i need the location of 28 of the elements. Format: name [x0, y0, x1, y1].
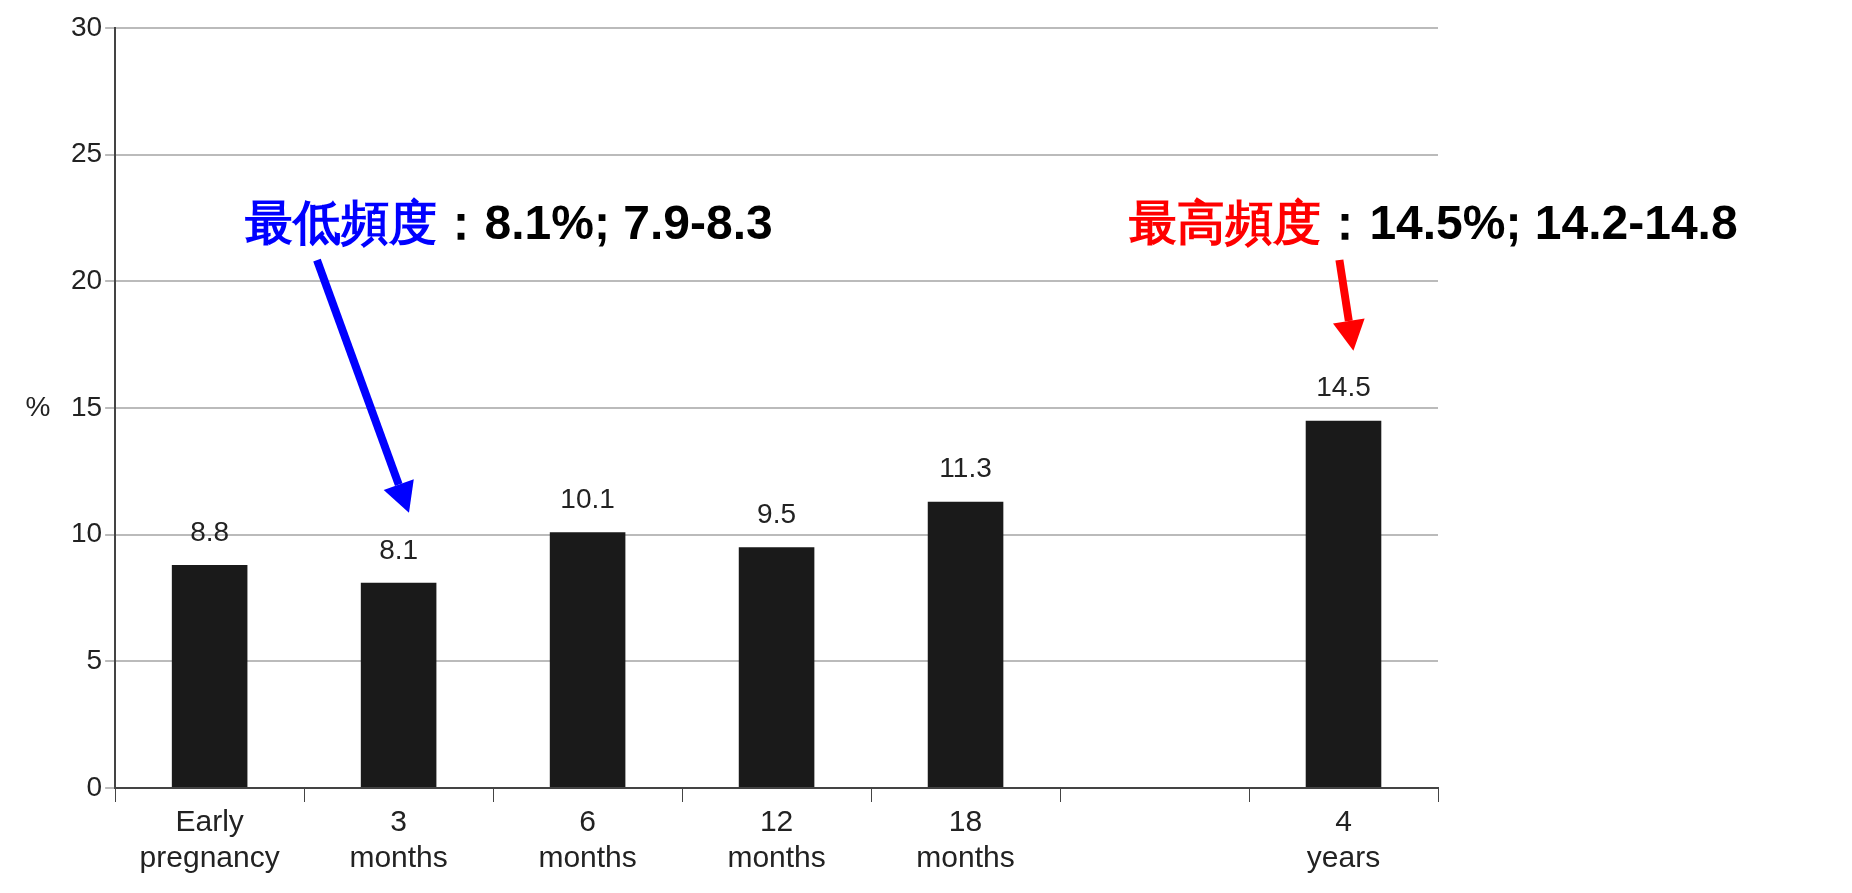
bar: [549, 532, 626, 787]
bar: [360, 582, 437, 787]
data-label: 8.8: [190, 515, 230, 547]
y-tick-label: 0: [86, 770, 103, 802]
y-tick-label: 20: [70, 264, 103, 296]
y-tick-label: 25: [70, 137, 103, 169]
x-tick-label: 3 months: [349, 804, 448, 874]
x-tick-label: Early pregnancy: [139, 804, 280, 874]
data-label: 10.1: [560, 482, 615, 514]
y-tick-label: 30: [70, 10, 103, 42]
x-tick-label: 6 months: [538, 804, 637, 874]
x-tick-label: 4 years: [1306, 804, 1381, 874]
y-tick-label: 15: [70, 390, 103, 422]
annotation: 最低頻度：8.1%; 7.9-8.3: [244, 196, 773, 250]
data-label: 8.1: [379, 533, 419, 565]
data-label: 9.5: [757, 498, 797, 530]
bar: [171, 565, 248, 787]
annotation: 最高頻度：14.5%; 14.2-14.8: [1129, 196, 1738, 250]
data-label: 14.5: [1316, 371, 1371, 403]
data-label: 11.3: [939, 452, 992, 484]
x-tick-label: 18 months: [916, 804, 1015, 874]
y-tick-label: 10: [70, 517, 103, 549]
x-tick-label: 12 months: [727, 804, 826, 874]
y-axis-title: %: [25, 390, 51, 422]
bar: [738, 547, 815, 787]
bar: [927, 501, 1004, 787]
y-tick-label: 5: [86, 644, 103, 676]
bar: [1305, 420, 1382, 787]
